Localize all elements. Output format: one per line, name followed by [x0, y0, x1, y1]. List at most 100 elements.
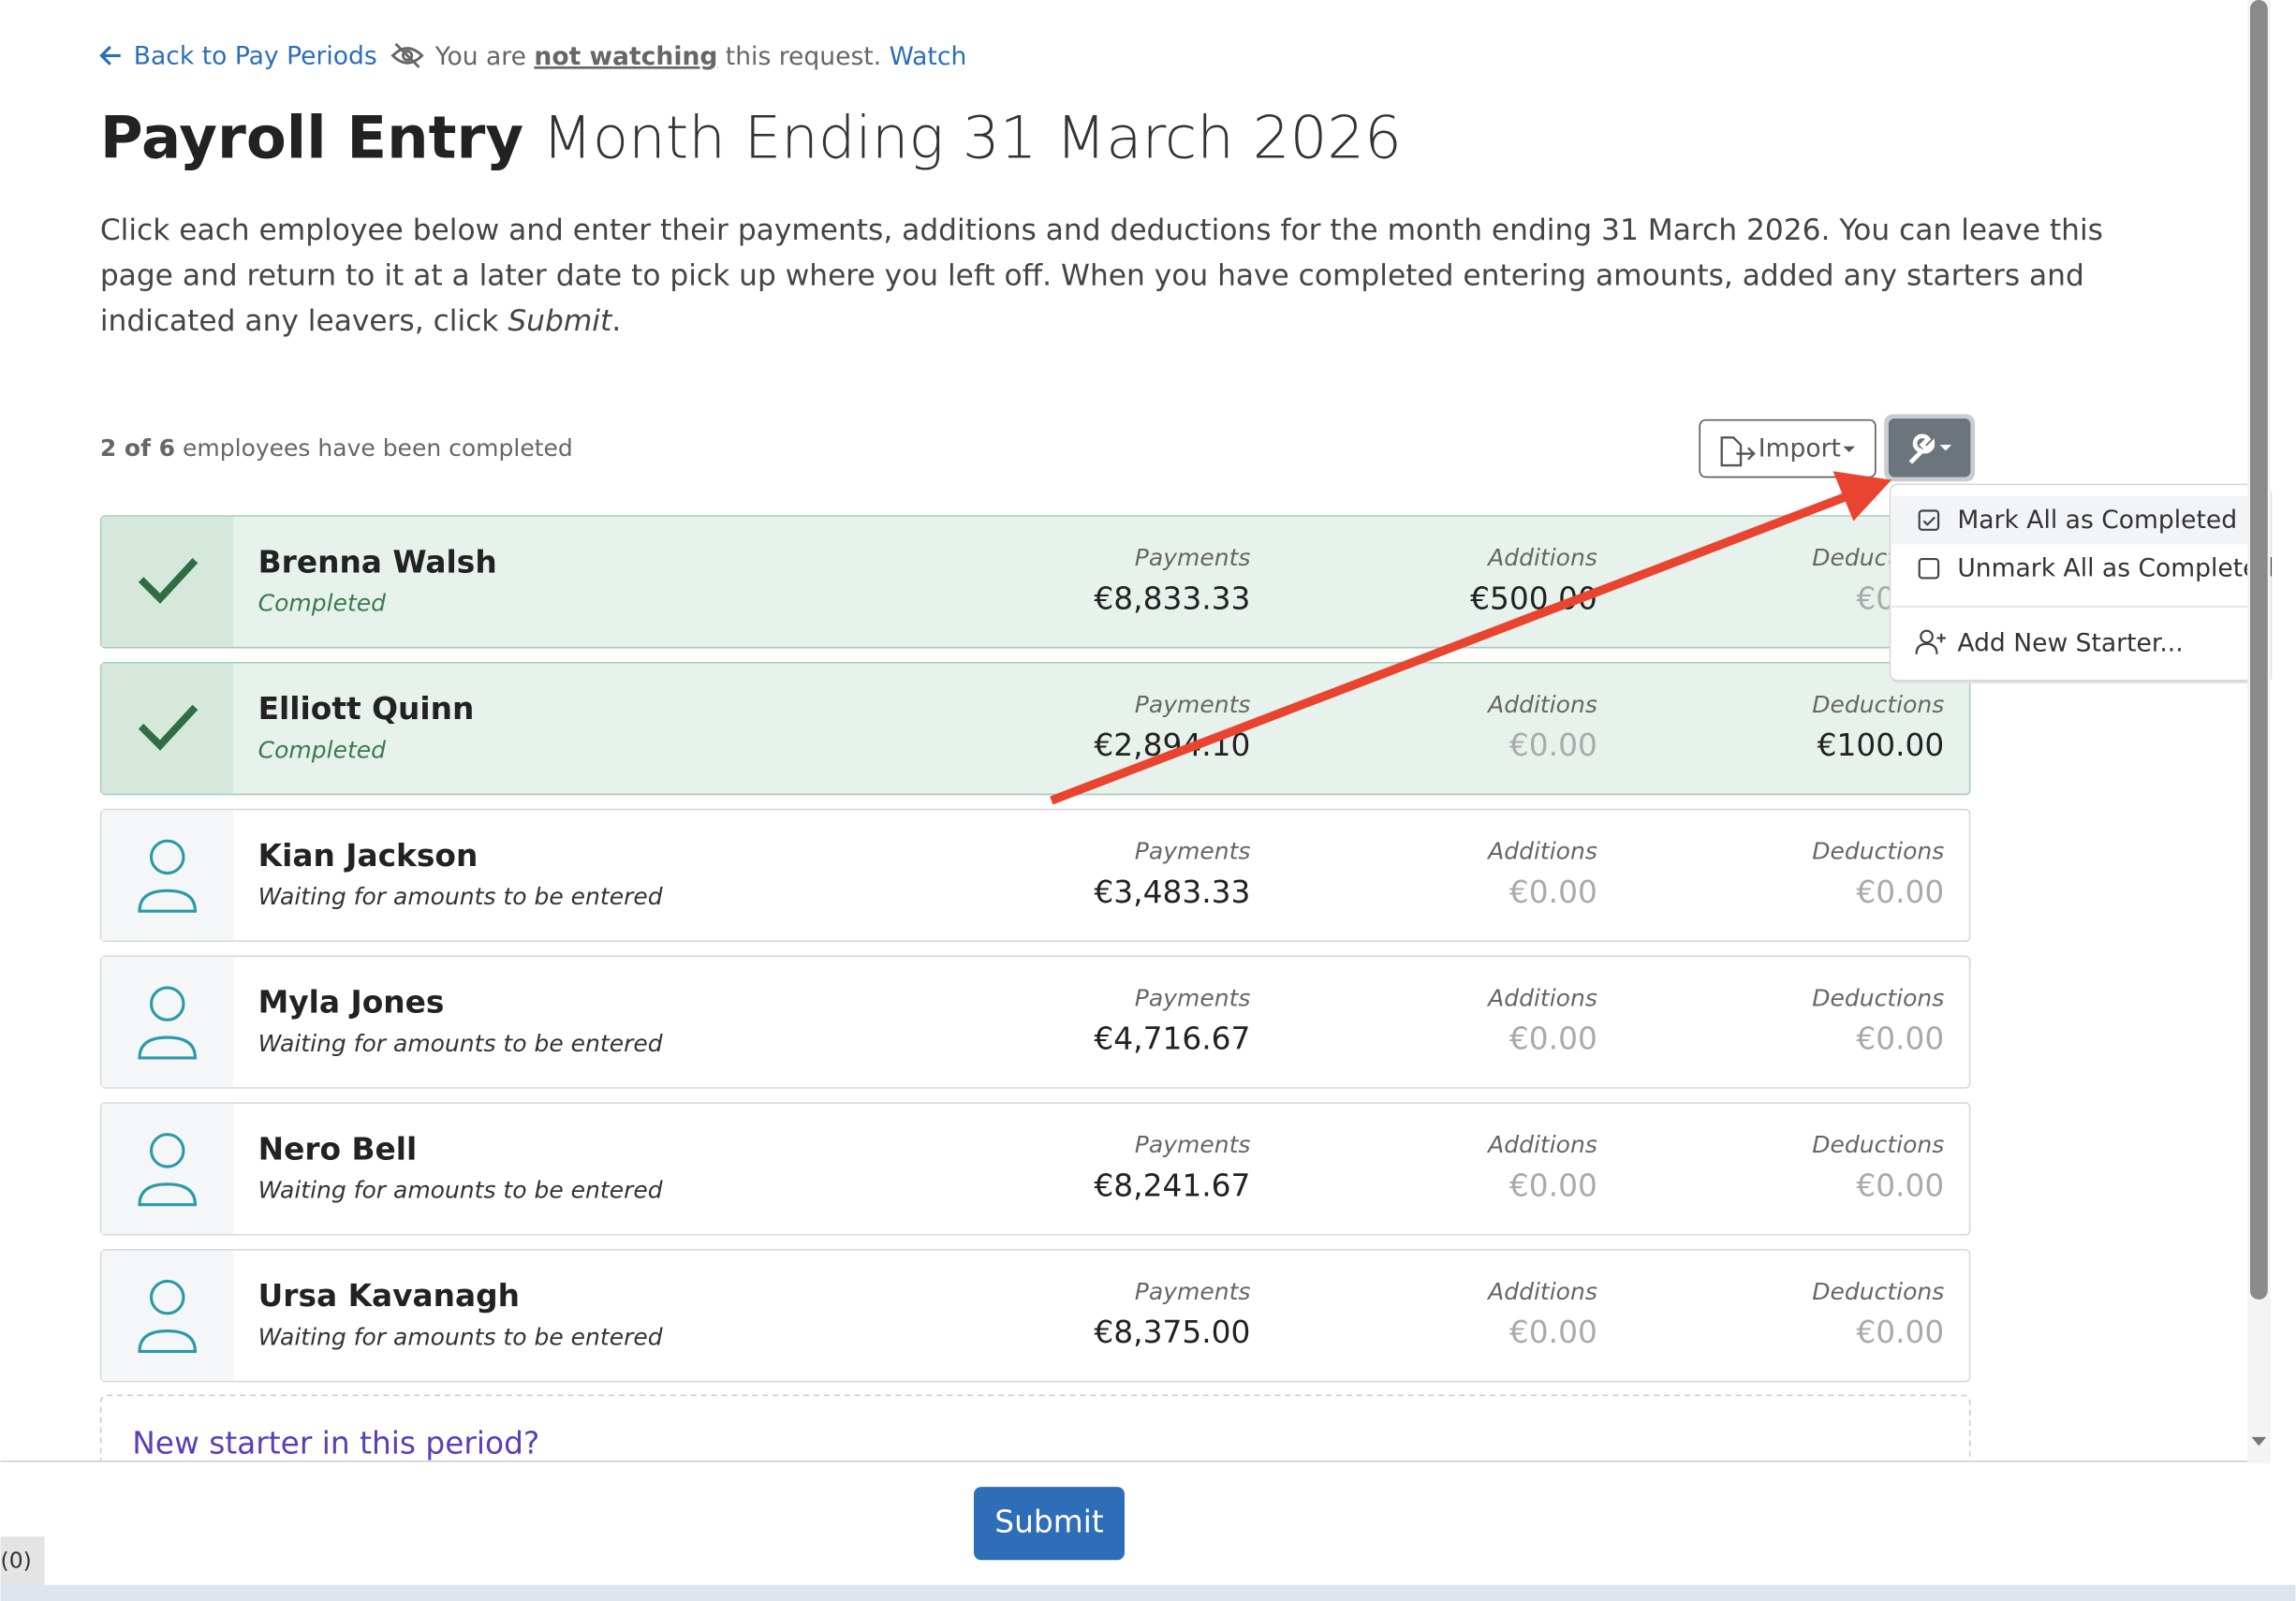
- badge-label: (0): [1, 1547, 32, 1573]
- employee-row[interactable]: Ursa Kavanagh Waiting for amounts to be e…: [99, 1249, 1971, 1383]
- watch-link[interactable]: Watch: [890, 41, 967, 70]
- column-label: Deductions: [1812, 838, 1944, 865]
- tools-menu: Mark All as Completed Unmark All as Compl…: [1889, 483, 2274, 683]
- watch-prefix: You are: [434, 41, 535, 70]
- employee-row[interactable]: Elliott QuinnCompletedPayments€2,894.10A…: [99, 661, 1971, 796]
- column-label: Deductions: [1812, 984, 1944, 1011]
- row-box[interactable]: [99, 515, 1971, 649]
- employee-status: Waiting for amounts to be entered: [258, 883, 663, 910]
- page-title: Payroll Entry Month Ending 31 March 2026: [100, 104, 1402, 172]
- menu-item[interactable]: Add New Starter...: [1957, 628, 2183, 657]
- menu-item[interactable]: Unmark All as Completed: [1957, 554, 2274, 583]
- column-label: Deductions: [1812, 691, 1944, 718]
- column-label: Additions: [1486, 838, 1597, 865]
- row-icon-cell: [101, 663, 234, 794]
- column-label: Payments: [1135, 984, 1251, 1011]
- row-box[interactable]: [99, 1102, 1971, 1236]
- back-arrow[interactable]: [99, 45, 121, 66]
- menu-item[interactable]: Mark All as Completed: [1957, 506, 2237, 535]
- progress: 2 of 6 employees have been completed: [100, 434, 573, 462]
- description-line: page and return to it at a later date to…: [100, 258, 2084, 292]
- employee-name[interactable]: Myla Jones: [258, 985, 445, 1021]
- amount: €0.00: [1509, 1168, 1597, 1203]
- check-icon: [138, 704, 199, 751]
- person-head: [149, 1133, 185, 1168]
- import-caret: [1843, 446, 1855, 452]
- column-label: Deductions: [1812, 1131, 1944, 1158]
- employee-name[interactable]: Ursa Kavanagh: [258, 1278, 520, 1314]
- title-rest: Month Ending 31 March 2026: [523, 104, 1402, 172]
- scroll-down[interactable]: [2251, 1436, 2267, 1447]
- row-box[interactable]: [99, 1249, 1971, 1383]
- column-label: Payments: [1135, 1278, 1251, 1305]
- amount: €0.00: [1509, 1021, 1597, 1057]
- row-icon-cell: [101, 810, 234, 941]
- column-label: Additions: [1486, 1131, 1597, 1158]
- description-text: page and return to it at a later date to…: [100, 258, 2084, 292]
- employee-status: Waiting for amounts to be entered: [258, 1177, 663, 1204]
- person-head: [149, 839, 185, 875]
- checkbox-icon: [1918, 557, 1940, 580]
- row-icon-cell: [101, 1103, 234, 1234]
- employee-row[interactable]: Myla Jones Waiting for amounts to be ente…: [99, 955, 1971, 1089]
- employee-name[interactable]: Elliott Quinn: [258, 691, 475, 727]
- badge: [0, 1536, 45, 1585]
- row-icon-cell: [101, 957, 234, 1088]
- watch-suffix: this request.: [717, 41, 889, 70]
- import-icon: [1720, 436, 1756, 467]
- row-icon-cell: [101, 516, 234, 647]
- description-text: indicated any leavers, click: [100, 304, 508, 338]
- amount: €0.00: [1856, 1168, 1944, 1203]
- column-label: Payments: [1135, 544, 1251, 571]
- add-user-body: [1915, 633, 1946, 654]
- employee-name[interactable]: Brenna Walsh: [258, 544, 497, 580]
- column-label: Payments: [1135, 1131, 1251, 1158]
- amount: €8,241.67: [1094, 1168, 1250, 1203]
- row-box[interactable]: [99, 955, 1971, 1089]
- employee-row[interactable]: Brenna Walsh Completed Payments €8,833.33 Ad…: [99, 515, 1971, 649]
- scrollbar-thumb[interactable]: [2249, 0, 2268, 1300]
- submit-label[interactable]: Submit: [994, 1505, 1104, 1540]
- import-label[interactable]: Import: [1759, 433, 1841, 463]
- submit-button[interactable]: [973, 1487, 1125, 1561]
- person-head: [149, 1279, 185, 1315]
- person-head: [149, 986, 185, 1021]
- check-icon: [138, 558, 199, 604]
- annotation-arrow: [1050, 471, 1892, 805]
- description-line: indicated any leavers, click Submit.: [100, 304, 621, 338]
- column-label: Payments: [1135, 838, 1251, 865]
- employee-name[interactable]: Nero Bell: [258, 1131, 418, 1167]
- employee-status: Waiting for amounts to be entered: [258, 1030, 663, 1057]
- eye-slash-icon: [390, 42, 424, 68]
- import-button[interactable]: [1699, 419, 1877, 478]
- amount: €8,375.00: [1094, 1315, 1250, 1350]
- amount: €0.00: [1856, 1021, 1944, 1057]
- checkbox-icon: [1918, 509, 1940, 531]
- arrow-line: [1050, 492, 1849, 805]
- row-box[interactable]: [99, 808, 1971, 942]
- wrench-icon: [1908, 433, 1935, 464]
- column-label: Deductions: [1812, 1278, 1944, 1305]
- column-label: Payments: [1135, 691, 1251, 718]
- tools-caret: [1939, 445, 1952, 451]
- amount: €100.00: [1818, 727, 1945, 763]
- column-label: Additions: [1486, 984, 1597, 1011]
- employee-name[interactable]: Kian Jackson: [258, 838, 478, 874]
- amount: €0.00: [1856, 874, 1944, 910]
- amount: €0.00: [1509, 874, 1597, 910]
- employee-status: Completed: [258, 736, 386, 763]
- back-link[interactable]: Back to Pay Periods: [134, 41, 377, 70]
- employee-row[interactable]: Kian Jackson Waiting for amounts to be en…: [99, 808, 1971, 942]
- checkbox-tick: [1922, 516, 1935, 526]
- person-body: [138, 1329, 198, 1354]
- person-body: [138, 1182, 198, 1207]
- title-bold: Payroll Entry: [100, 104, 523, 172]
- description: Click each employee below and enter thei…: [100, 213, 2103, 338]
- new-starter-link[interactable]: New starter in this period?: [132, 1425, 539, 1461]
- amount: €4,716.67: [1094, 1021, 1250, 1057]
- employee-row[interactable]: Nero Bell Waiting for amounts to be enter…: [99, 1102, 1971, 1236]
- row-box[interactable]: [99, 661, 1971, 796]
- description-text: Click each employee below and enter thei…: [100, 213, 2103, 247]
